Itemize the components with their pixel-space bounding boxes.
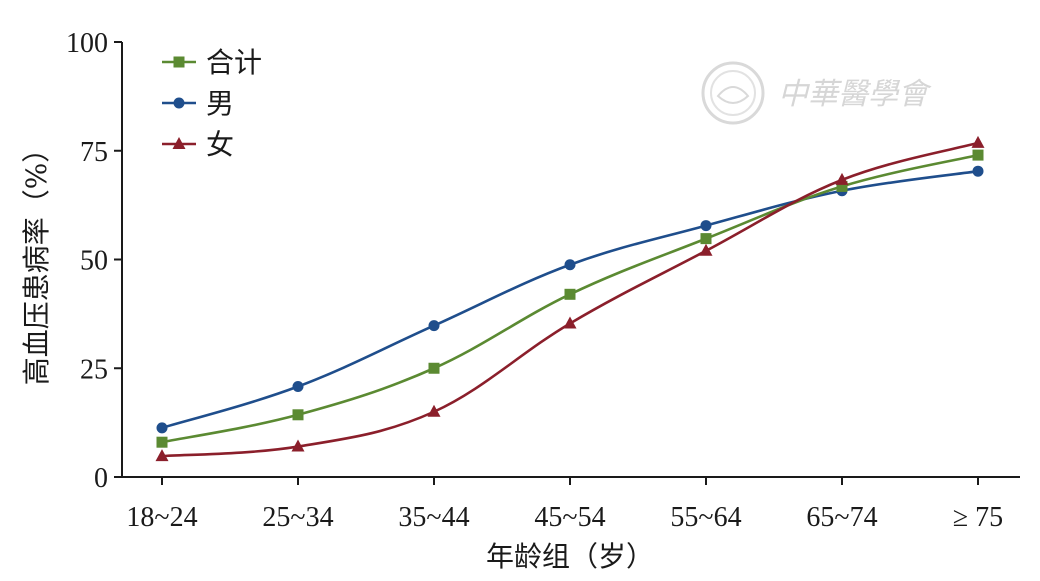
series-3 (155, 135, 985, 462)
data-point (155, 449, 169, 462)
data-point (972, 165, 984, 177)
data-point (292, 381, 304, 393)
series-1 (156, 149, 984, 448)
legend-marker (173, 97, 185, 109)
x-tick-label: 65~74 (806, 502, 877, 533)
x-tick-label: 45~54 (534, 502, 605, 533)
legend-entry: 女 (162, 128, 234, 161)
x-tick-label: 18~24 (126, 502, 197, 533)
series-layer (155, 135, 985, 462)
legend-marker (173, 56, 185, 68)
cma-seal-icon (701, 61, 765, 125)
data-point (428, 362, 440, 374)
data-point (156, 422, 168, 434)
data-point (427, 404, 441, 417)
y-tick-label: 25 (80, 354, 108, 385)
data-point (156, 436, 168, 448)
axes: 0 25 50 75 100 18~24 25~34 35~44 45~54 55~64 65~74… (66, 28, 1020, 533)
y-tick-label: 75 (80, 137, 108, 168)
y-axis-title: 高血压患病率（%） (20, 135, 53, 386)
legend-label: 女 (206, 128, 234, 161)
watermark-text: 中華醫學會 (778, 77, 932, 112)
legend-marker (172, 137, 186, 149)
data-point (292, 409, 304, 421)
data-point (563, 316, 577, 329)
data-point (700, 220, 712, 232)
data-point (428, 320, 440, 332)
legend-label: 男 (206, 87, 234, 120)
data-point (971, 135, 985, 148)
y-tick-label: 50 (80, 246, 108, 277)
y-tick-label: 100 (66, 28, 108, 59)
legend-entry: 合计 (162, 46, 262, 79)
data-point (700, 233, 712, 245)
data-point (564, 259, 576, 271)
legend-label: 合计 (206, 46, 262, 79)
data-point (291, 439, 305, 452)
x-axis-title: 年龄组（岁） (486, 540, 654, 573)
y-tick-label: 0 (94, 463, 108, 494)
x-tick-label: ≥ 75 (953, 502, 1003, 533)
legend-entry: 男 (162, 87, 234, 120)
data-point (972, 149, 984, 161)
data-point (564, 288, 576, 300)
x-tick-label: 35~44 (398, 502, 469, 533)
x-tick-label: 25~34 (262, 502, 333, 533)
data-point (836, 180, 848, 192)
watermark: 中華醫學會 (701, 61, 932, 125)
data-point (835, 172, 849, 185)
x-tick-label: 55~64 (670, 502, 741, 533)
data-point (699, 243, 713, 256)
